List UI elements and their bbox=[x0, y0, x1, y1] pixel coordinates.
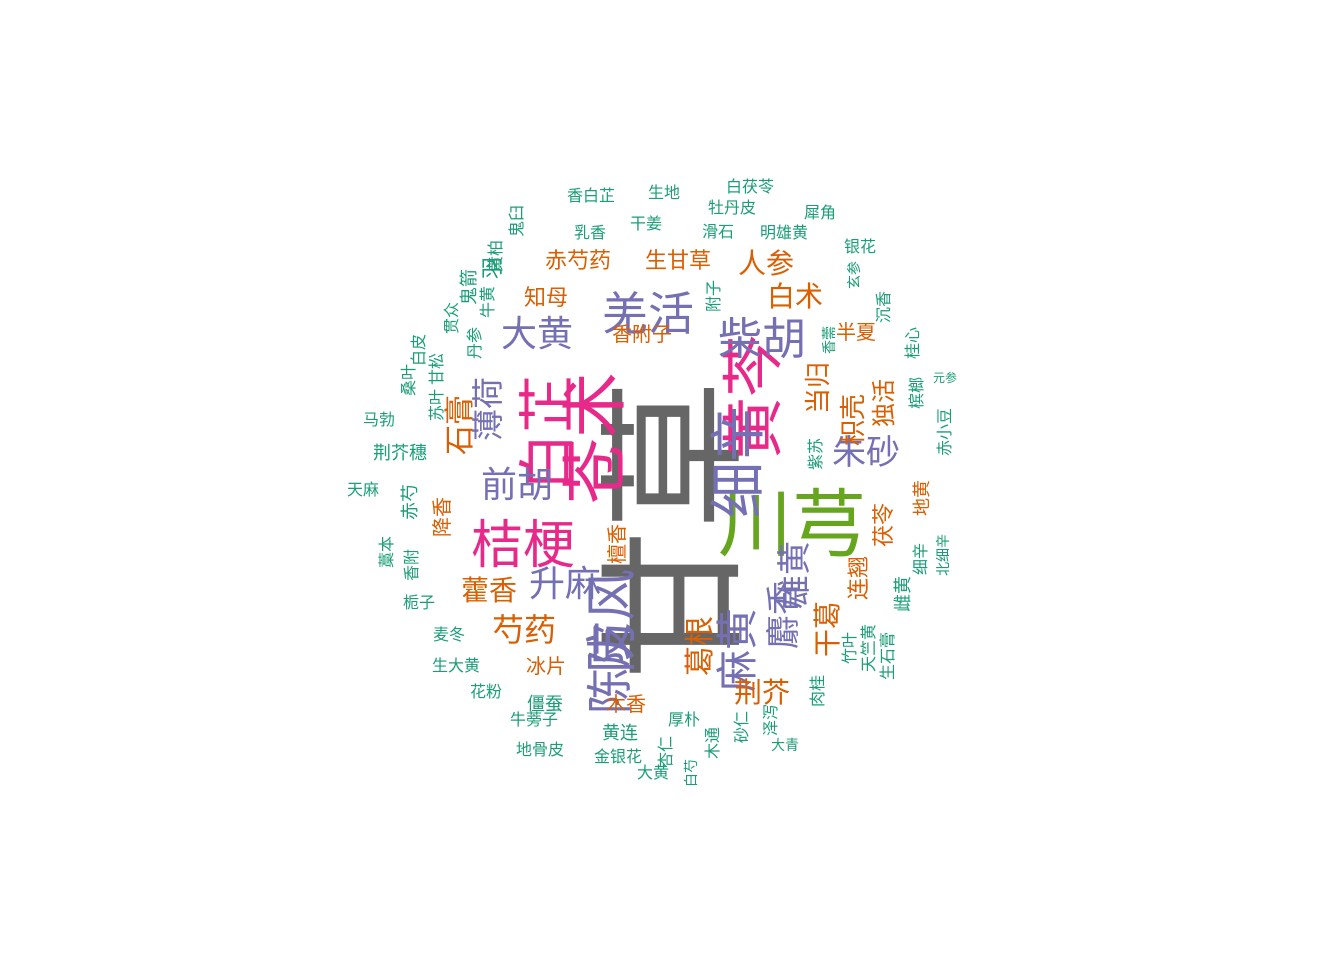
word-cloud-term: 泽泻 bbox=[761, 703, 780, 737]
word-cloud-term: 天竺黄 bbox=[859, 623, 878, 673]
word-cloud-term: 花粉 bbox=[469, 682, 503, 701]
word-cloud-term: 马勃 bbox=[362, 410, 396, 429]
word-cloud-term: 杏仁 bbox=[656, 735, 675, 769]
word-cloud-term: 木通 bbox=[703, 726, 722, 760]
word-cloud-term: 生地 bbox=[647, 183, 681, 202]
word-cloud-term: 大黄 bbox=[500, 314, 574, 355]
word-cloud-term: 柴胡 bbox=[718, 314, 806, 365]
word-cloud-term: 丹参 bbox=[465, 326, 484, 360]
word-cloud-term: 半夏 bbox=[836, 320, 876, 344]
word-cloud-term: 肉桂 bbox=[808, 674, 827, 708]
word-cloud-term: 檀香 bbox=[605, 524, 629, 564]
word-cloud-term: 荆芥 bbox=[733, 676, 791, 709]
word-cloud-term: 雌黄 bbox=[893, 576, 914, 612]
word-cloud-term: 地黄 bbox=[912, 480, 933, 516]
word-cloud-term: 川芎 bbox=[718, 482, 866, 568]
word-cloud-term: 沉香 bbox=[874, 290, 893, 324]
word-cloud-term: 干葛 bbox=[811, 600, 844, 658]
word-cloud-term: 枳壳 bbox=[839, 393, 869, 447]
word-cloud-term: 木香 bbox=[606, 692, 646, 716]
word-cloud-term: 藁本 bbox=[377, 535, 396, 569]
word-cloud-term: 生甘草 bbox=[644, 249, 712, 274]
word-cloud-term: 苏叶 bbox=[427, 388, 446, 422]
word-cloud-term: 僵蚕 bbox=[527, 694, 563, 715]
word-cloud-term: 鬼箭 bbox=[459, 269, 480, 305]
word-cloud-term: 赤芍药 bbox=[544, 249, 612, 274]
word-cloud-term: 犀角 bbox=[803, 203, 837, 222]
word-cloud-term: 槟榔 bbox=[907, 376, 926, 410]
word-cloud-term: 连翘 bbox=[847, 555, 872, 601]
word-cloud-term: 玄参 bbox=[847, 261, 863, 289]
word-cloud-term: 黄连 bbox=[602, 723, 638, 744]
word-cloud-term: 大青 bbox=[771, 738, 799, 754]
word-cloud-term: 白术 bbox=[766, 280, 824, 313]
word-cloud-term: 生石膏 bbox=[878, 631, 897, 681]
word-cloud-term: 香薷 bbox=[822, 326, 838, 354]
word-cloud-term: 鬼臼 bbox=[507, 204, 526, 238]
word-cloud-term: 麝香 bbox=[764, 581, 804, 649]
word-cloud-term: 金银花 bbox=[593, 747, 643, 766]
word-cloud-term: 独活 bbox=[870, 379, 898, 427]
word-cloud-term: 贯众 bbox=[442, 301, 461, 335]
word-cloud-term: 知母 bbox=[523, 286, 569, 311]
word-cloud-term: 桑叶 bbox=[399, 363, 418, 397]
word-cloud-term: 荆芥穗 bbox=[373, 443, 427, 464]
word-cloud-term: 地骨皮 bbox=[515, 740, 565, 759]
word-cloud-term: 冰片 bbox=[526, 654, 566, 678]
word-cloud-term: 羌活 bbox=[602, 287, 694, 341]
word-cloud-term: 砂仁 bbox=[732, 710, 751, 744]
word-cloud-term: 牡丹皮 bbox=[707, 198, 757, 217]
word-cloud-term: 香白芷 bbox=[566, 186, 616, 205]
word-cloud-term: 桂心 bbox=[903, 326, 922, 360]
word-cloud-term: 桔梗 bbox=[470, 516, 576, 576]
word-cloud-term: 附子 bbox=[704, 279, 723, 313]
word-cloud-term: 藿香 bbox=[460, 574, 518, 607]
word-cloud-term: 芍药 bbox=[491, 611, 557, 649]
word-cloud-term: 生大黄 bbox=[431, 656, 481, 675]
word-cloud-term: 人参 bbox=[737, 247, 795, 280]
word-cloud-term: 大黄 bbox=[636, 763, 670, 782]
word-cloud-term: 牛黄 bbox=[478, 285, 497, 319]
word-cloud-term: 乳香 bbox=[573, 223, 607, 242]
word-cloud-term: 升麻 bbox=[528, 564, 602, 605]
word-cloud-term: 葛根 bbox=[683, 616, 718, 676]
word-cloud-term: 细辛 bbox=[911, 542, 930, 576]
word-cloud-term: 朱砂 bbox=[832, 433, 900, 473]
word-cloud-term: 明雄黄 bbox=[759, 223, 809, 242]
word-cloud-term: 白茯苓 bbox=[725, 177, 775, 196]
word-cloud-term: 干姜 bbox=[629, 214, 663, 233]
word-cloud-term: 牛蒡子 bbox=[509, 710, 559, 729]
word-cloud-term: 香附 bbox=[402, 548, 421, 582]
word-cloud-term: 赤芍 bbox=[400, 484, 421, 520]
word-cloud-term: 银花 bbox=[843, 237, 877, 256]
word-cloud-term: 香附子 bbox=[612, 322, 672, 346]
word-cloud-term: 元参 bbox=[932, 371, 958, 385]
word-cloud-term: 茯苓 bbox=[872, 502, 897, 548]
word-cloud-term: 当归 bbox=[804, 361, 834, 415]
word-cloud-term: 栀子 bbox=[402, 593, 436, 612]
word-cloud-term: 竹叶 bbox=[840, 631, 859, 665]
word-cloud-term: 白皮 bbox=[409, 333, 428, 367]
word-cloud-term: 羽 bbox=[481, 256, 506, 280]
word-cloud-term: 赤小豆 bbox=[935, 407, 954, 457]
word-cloud-term: 麦冬 bbox=[432, 625, 466, 644]
word-cloud-term: 白芍 bbox=[684, 759, 700, 787]
word-cloud-term: 天麻 bbox=[346, 480, 380, 499]
word-cloud-term: 细辛 bbox=[707, 406, 772, 518]
word-cloud-term: 前胡 bbox=[480, 465, 554, 506]
word-cloud-term: 厚朴 bbox=[667, 710, 701, 729]
word-cloud-term: 北细辛 bbox=[936, 534, 952, 576]
word-cloud-term: 滑石 bbox=[701, 222, 735, 241]
word-cloud-term: 甘松 bbox=[427, 352, 446, 386]
word-cloud-term: 石膏 bbox=[443, 395, 478, 455]
word-cloud-term: 降香 bbox=[430, 497, 454, 537]
word-cloud-term: 紫苏 bbox=[806, 437, 825, 471]
